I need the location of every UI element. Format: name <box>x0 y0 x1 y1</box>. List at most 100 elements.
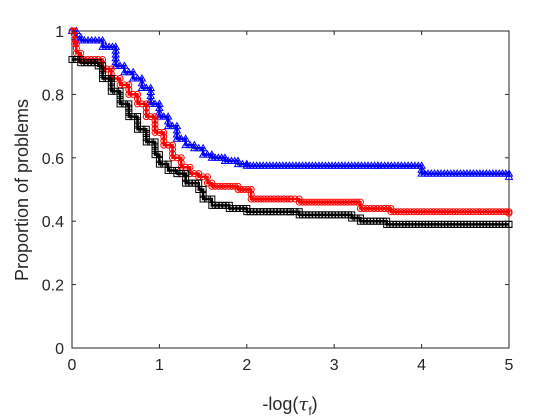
data-point <box>107 70 115 78</box>
series-layer <box>67 26 514 228</box>
data-point <box>163 121 173 130</box>
data-point <box>71 35 79 43</box>
x-axis-label: -log(τf) <box>262 394 317 418</box>
data-point <box>198 150 208 158</box>
data-point <box>417 165 426 173</box>
data-point <box>479 208 487 216</box>
data-point <box>176 134 186 142</box>
data-point <box>390 208 398 216</box>
data-point <box>134 90 142 98</box>
y-axis-label: Proportion of problems <box>12 99 32 281</box>
data-point <box>173 154 181 162</box>
data-point <box>120 100 128 108</box>
data-point <box>353 198 361 206</box>
data-point <box>199 195 207 203</box>
data-point <box>169 145 177 153</box>
data-point <box>137 78 147 87</box>
data-point <box>270 195 278 203</box>
data-point <box>283 195 291 203</box>
data-point <box>155 151 163 159</box>
data-point <box>237 186 245 193</box>
data-point <box>138 100 146 108</box>
data-point <box>257 195 265 203</box>
data-point <box>125 86 133 94</box>
data-point <box>195 186 203 193</box>
data-point <box>498 208 506 216</box>
data-point <box>116 96 124 104</box>
data-point <box>151 113 159 121</box>
tick-label-layer: 0 1 2 3 4 5 0 0.2 0.4 0.6 0.8 1 <box>42 24 514 374</box>
data-point <box>177 170 185 178</box>
data-point <box>160 128 168 136</box>
data-point <box>172 134 182 142</box>
y-tick-label: 0 <box>55 341 64 358</box>
x-tick-label: 2 <box>242 357 251 374</box>
data-point <box>125 108 133 116</box>
data-point <box>111 57 121 66</box>
data-point <box>423 208 431 216</box>
data-point <box>99 66 107 74</box>
data-point <box>397 208 405 216</box>
data-point <box>250 195 258 203</box>
data-point <box>462 208 470 216</box>
data-point <box>260 195 268 203</box>
data-point <box>492 208 500 216</box>
data-point <box>155 103 164 112</box>
data-point <box>160 133 168 141</box>
data-point <box>134 125 142 133</box>
data-point <box>68 56 76 64</box>
x-tick-label: 4 <box>417 357 426 374</box>
data-point <box>218 182 226 190</box>
data-point <box>169 141 177 149</box>
data-point <box>103 75 111 83</box>
data-point <box>220 153 230 161</box>
data-point <box>420 208 428 216</box>
data-point <box>267 195 275 203</box>
data-point <box>469 208 477 216</box>
data-point <box>360 205 368 213</box>
data-point <box>426 208 434 216</box>
data-point <box>242 159 252 168</box>
data-point <box>169 154 177 162</box>
data-point <box>377 205 385 213</box>
data-point <box>71 31 79 39</box>
data-point <box>72 40 80 48</box>
data-point <box>502 208 510 216</box>
data-point <box>172 125 182 134</box>
y-tick-label: 1 <box>55 24 64 41</box>
data-point <box>439 208 447 216</box>
data-point <box>273 195 281 203</box>
data-point <box>436 208 444 216</box>
data-point <box>194 143 204 152</box>
data-point <box>413 208 421 216</box>
data-point <box>504 169 514 177</box>
data-point <box>142 100 150 108</box>
data-point <box>151 138 159 146</box>
data-point <box>142 104 150 112</box>
data-point <box>185 140 195 149</box>
data-point <box>141 83 151 92</box>
data-point <box>142 138 150 146</box>
data-point <box>142 113 150 121</box>
data-point <box>134 121 142 129</box>
x-tick-label: 3 <box>330 357 339 374</box>
data-point <box>142 129 150 137</box>
tick-layer <box>71 30 510 349</box>
data-point <box>254 195 262 203</box>
data-point <box>348 214 356 222</box>
data-point <box>221 182 229 190</box>
data-point <box>116 91 124 99</box>
data-point <box>111 53 121 62</box>
data-point <box>199 186 207 193</box>
data-point <box>238 159 247 168</box>
data-point <box>443 208 451 216</box>
data-point <box>164 166 172 174</box>
data-point <box>163 116 173 125</box>
data-point <box>189 143 199 152</box>
data-point <box>125 100 133 108</box>
y-tick-label: 0.4 <box>42 214 64 231</box>
x-tick-label: 1 <box>155 357 164 374</box>
data-point <box>151 121 159 129</box>
data-point <box>120 81 128 89</box>
data-point <box>466 208 474 216</box>
